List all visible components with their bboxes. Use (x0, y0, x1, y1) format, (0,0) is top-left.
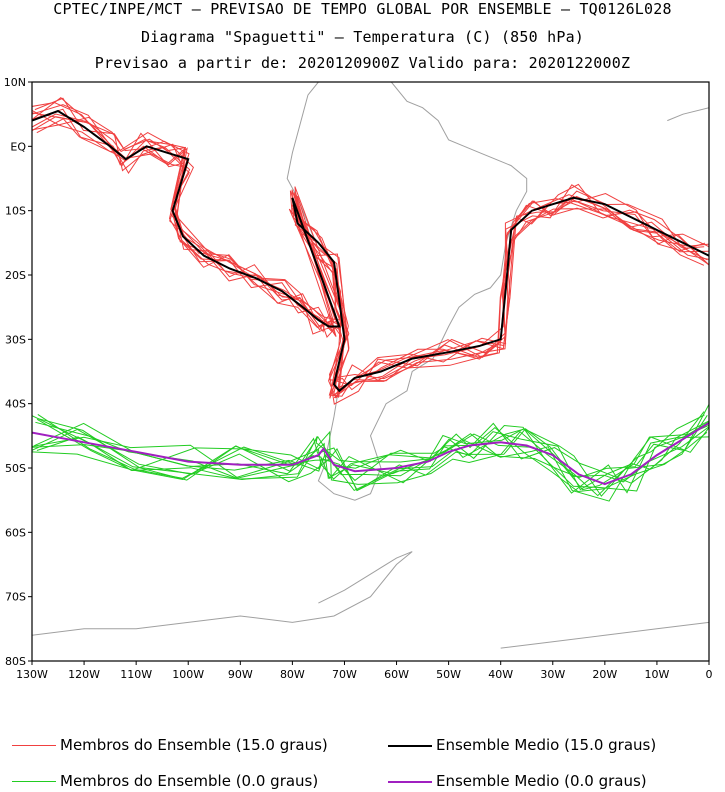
member-line-15 (32, 109, 705, 394)
mean-line-15 (32, 109, 709, 393)
legend-swatch-members-0 (12, 781, 56, 782)
legend-item-members-15: Membros do Ensemble (15.0 graus) (12, 736, 328, 754)
y-tick-label: EQ (10, 140, 26, 153)
plot-frame (31, 81, 710, 662)
x-tick-label: 130W (16, 668, 48, 681)
y-tick-label: 80S (5, 655, 26, 668)
member-line-0 (33, 404, 709, 479)
member-line-15 (32, 108, 708, 397)
y-tick-label: 40S (5, 398, 26, 411)
x-tick-label: 90W (228, 668, 253, 681)
legend-swatch-members-15 (12, 745, 56, 746)
x-axis: 130W 120W 110W 100W 90W 80W 70W 60W 50W 40W 30W 20W… (16, 661, 713, 681)
coastline-antarctica-east (500, 621, 709, 649)
x-tick-label: 70W (332, 668, 357, 681)
x-tick-label: 60W (384, 668, 409, 681)
member-line-15 (32, 97, 709, 398)
x-tick-label: 40W (488, 668, 513, 681)
mean-line-0 (32, 422, 709, 486)
legend-item-mean-15: Ensemble Medio (15.0 graus) (388, 736, 656, 754)
x-tick-label: 100W (172, 668, 204, 681)
member-line-0 (32, 433, 709, 494)
y-tick-label: 50S (5, 462, 26, 475)
member-line-15 (36, 118, 709, 405)
x-tick-label: 50W (436, 668, 461, 681)
member-line-15 (32, 116, 705, 399)
x-tick-label: 120W (68, 668, 100, 681)
legend-label-members-15: Membros do Ensemble (15.0 graus) (60, 736, 328, 754)
x-tick-label: 20W (592, 668, 617, 681)
member-line-0 (32, 426, 709, 492)
legend-item-members-0: Membros do Ensemble (0.0 graus) (12, 772, 318, 790)
legend-swatch-mean-15 (388, 744, 432, 747)
member-line-0 (38, 418, 708, 493)
coastline-antarctica (32, 551, 413, 636)
chart-title-line3: Previsao a partir de: 2020120900Z Valido… (94, 54, 631, 72)
y-tick-label: 70S (5, 591, 26, 604)
member-line-15 (34, 97, 709, 389)
member-line-15 (32, 116, 709, 399)
legend-item-mean-0: Ensemble Medio (0.0 graus) (388, 772, 647, 790)
x-tick-label: 110W (120, 668, 152, 681)
ensemble-members-layer (32, 97, 709, 502)
legend-label-members-0: Membros do Ensemble (0.0 graus) (60, 772, 319, 790)
member-line-15 (32, 104, 709, 391)
x-tick-label: 80W (280, 668, 305, 681)
y-tick-label: 10N (4, 76, 26, 89)
legend-swatch-mean-0 (388, 780, 432, 783)
y-tick-label: 30S (5, 333, 26, 346)
legend-label-mean-15: Ensemble Medio (15.0 graus) (436, 736, 657, 754)
x-tick-label: 0 (706, 668, 713, 681)
y-tick-label: 10S (5, 205, 26, 218)
y-axis: 10N EQ 10S 20S 30S 40S 50S 60S 70S 80S (4, 76, 32, 668)
y-tick-label: 20S (5, 269, 26, 282)
ensemble-means-layer (32, 109, 709, 486)
legend-label-mean-0: Ensemble Medio (0.0 graus) (436, 772, 647, 790)
x-tick-label: 30W (540, 668, 565, 681)
chart-title-line2: Diagrama "Spaguetti" — Temperatura (C) (… (140, 28, 585, 46)
chart-title-line1: CPTEC/INPE/MCT — PREVISAO DE TEMPO GLOBA… (53, 0, 672, 18)
y-tick-label: 60S (5, 526, 26, 539)
x-tick-label: 10W (644, 668, 669, 681)
coastline-africa (667, 107, 709, 122)
member-line-0 (32, 411, 705, 491)
